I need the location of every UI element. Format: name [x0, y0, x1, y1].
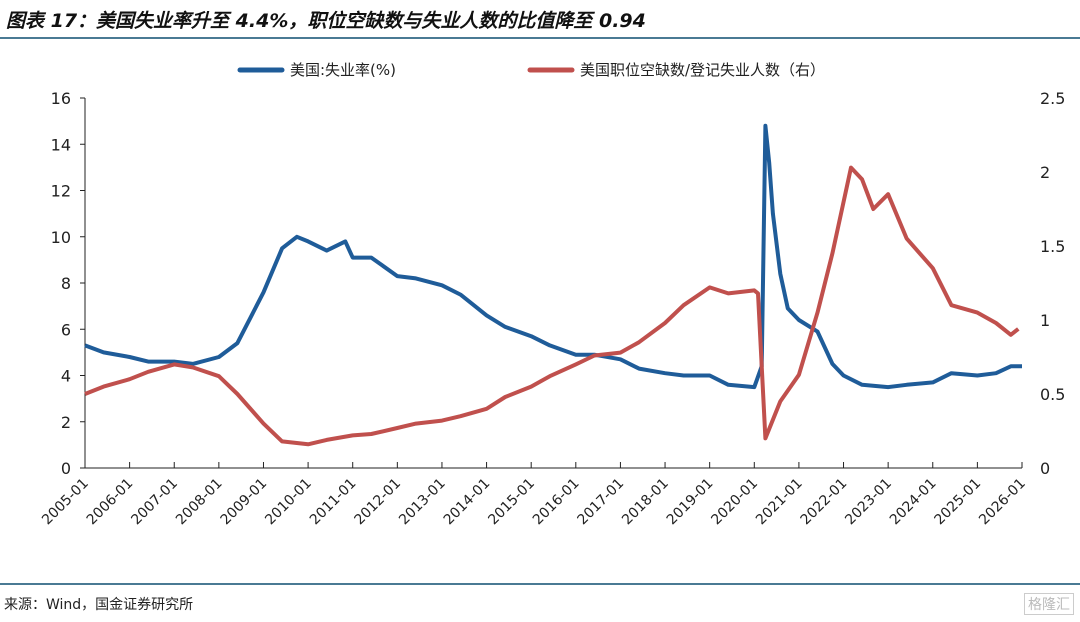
x-tick-label: 2005-01 — [39, 476, 92, 529]
source-note: 来源：Wind，国金证券研究所 — [4, 597, 194, 613]
left-tick-label: 16 — [51, 89, 71, 108]
left-tick-label: 10 — [51, 228, 71, 247]
x-tick-label: 2020-01 — [708, 476, 761, 529]
x-tick-label: 2024-01 — [887, 476, 940, 529]
right-tick-label: 0.5 — [1040, 385, 1065, 404]
x-tick-label: 2025-01 — [932, 476, 985, 529]
x-tick-label: 2026-01 — [976, 476, 1029, 529]
x-tick-label: 2019-01 — [664, 476, 717, 529]
x-tick-label: 2011-01 — [307, 476, 360, 529]
left-tick-label: 0 — [61, 459, 71, 478]
series-line-2 — [84, 165, 1020, 447]
legend-label-2: 美国职位空缺数/登记失业人数（右） — [580, 61, 825, 79]
x-tick-label: 2008-01 — [173, 476, 226, 529]
left-tick-label: 12 — [51, 182, 71, 201]
left-tick-label: 2 — [61, 413, 71, 432]
x-tick-label: 2012-01 — [351, 476, 404, 529]
right-tick-label: 1.5 — [1040, 237, 1065, 256]
x-tick-label: 2023-01 — [842, 476, 895, 529]
left-tick-label: 8 — [61, 274, 71, 293]
x-tick-label: 2013-01 — [396, 476, 449, 529]
x-tick-label: 2017-01 — [575, 476, 628, 529]
x-tick-label: 2010-01 — [262, 476, 315, 529]
footer-divider — [0, 583, 1080, 585]
watermark-logo: 格隆汇 — [1024, 593, 1074, 615]
x-tick-label: 2022-01 — [798, 476, 851, 529]
x-tick-label: 2021-01 — [753, 476, 806, 529]
title-divider — [0, 37, 1080, 39]
left-tick-label: 6 — [61, 320, 71, 339]
right-tick-label: 2 — [1040, 163, 1050, 182]
x-tick-label: 2006-01 — [84, 476, 137, 529]
x-tick-label: 2016-01 — [530, 476, 583, 529]
x-tick-label: 2018-01 — [619, 476, 672, 529]
right-tick-label: 1 — [1040, 311, 1050, 330]
x-tick-label: 2015-01 — [485, 476, 538, 529]
x-tick-label: 2007-01 — [128, 476, 181, 529]
chart-title: 图表 17：美国失业率升至 4.4%，职位空缺数与失业人数的比值降至 0.94 — [6, 10, 646, 32]
right-tick-label: 0 — [1040, 459, 1050, 478]
x-tick-label: 2009-01 — [218, 476, 271, 529]
right-tick-label: 2.5 — [1040, 89, 1065, 108]
series-line-1 — [84, 123, 1022, 390]
left-tick-label: 4 — [61, 367, 71, 386]
legend-label-1: 美国:失业率(%) — [290, 61, 396, 79]
x-tick-label: 2014-01 — [441, 476, 494, 529]
left-tick-label: 14 — [51, 135, 71, 154]
